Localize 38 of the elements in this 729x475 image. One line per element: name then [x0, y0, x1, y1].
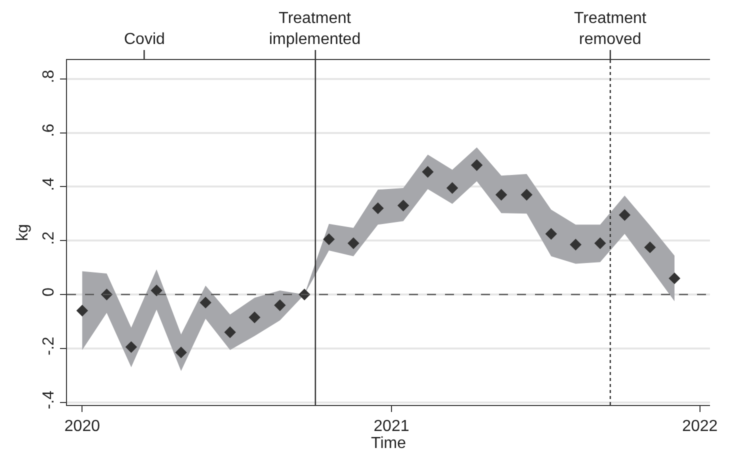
ref-line-label: Treatment implemented — [269, 10, 361, 48]
x-tick-label: 2021 — [374, 418, 410, 436]
y-axis-title: kg — [14, 224, 32, 241]
point — [323, 233, 335, 246]
point — [618, 209, 631, 221]
point — [668, 272, 680, 284]
x-tick-label: 2020 — [64, 418, 100, 436]
x-axis-title: Time — [371, 435, 406, 452]
point — [248, 312, 260, 324]
point — [495, 188, 508, 201]
point — [372, 202, 384, 214]
y-tick-label: -.4 — [40, 390, 58, 410]
point — [200, 296, 212, 308]
point — [150, 284, 162, 296]
point — [274, 299, 286, 312]
y-tick-label: .6 — [40, 124, 58, 138]
point — [422, 166, 434, 178]
y-tick-label: .8 — [40, 70, 58, 84]
text: Covid — [124, 31, 165, 48]
y-tick-label: -.2 — [40, 336, 58, 356]
point — [446, 182, 458, 194]
y-tick-label: 0 — [40, 288, 58, 297]
point — [125, 341, 138, 353]
point — [545, 228, 557, 240]
point — [570, 238, 582, 250]
point — [348, 237, 360, 250]
point — [397, 200, 410, 212]
y-tick-label: .2 — [40, 231, 58, 245]
point — [644, 241, 656, 254]
point — [520, 188, 532, 201]
point — [175, 346, 187, 358]
point — [76, 304, 88, 317]
y-tick-label: .4 — [40, 178, 58, 191]
point — [224, 326, 236, 338]
ref-line-label: Treatment removed — [574, 10, 647, 48]
point — [594, 237, 606, 250]
point — [470, 159, 483, 171]
x-tick-label: 2022 — [682, 418, 718, 436]
